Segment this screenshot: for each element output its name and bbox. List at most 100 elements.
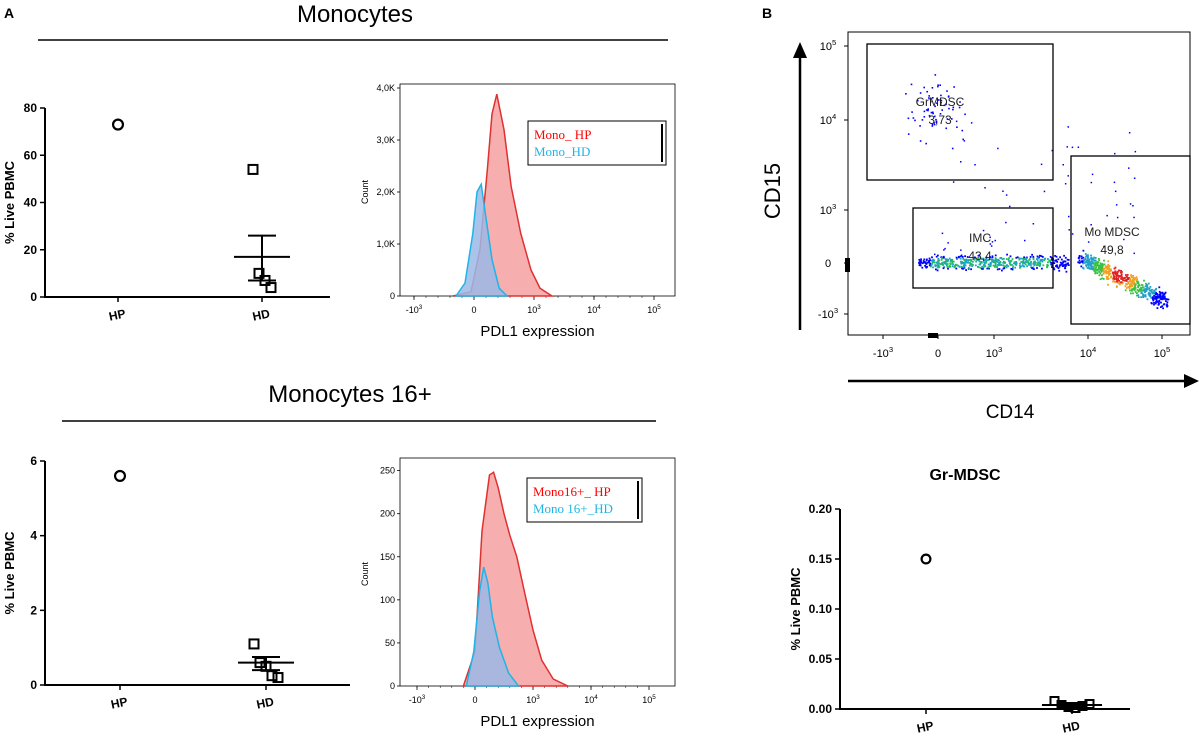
event-dot bbox=[1151, 302, 1153, 305]
event-dot bbox=[1064, 183, 1067, 185]
event-dot bbox=[1036, 259, 1039, 262]
event-dot bbox=[994, 263, 997, 265]
event-dot bbox=[1158, 286, 1161, 289]
event-dot bbox=[1132, 283, 1135, 285]
event-dot bbox=[1030, 264, 1032, 266]
event-dot bbox=[934, 74, 937, 76]
event-dot bbox=[1102, 273, 1105, 275]
event-dot bbox=[1097, 266, 1100, 269]
event-dot bbox=[1146, 287, 1149, 289]
event-dot bbox=[977, 259, 980, 261]
event-dot bbox=[949, 259, 952, 261]
y-tick-label: 80 bbox=[24, 101, 38, 115]
event-dot bbox=[1159, 292, 1162, 294]
event-dot bbox=[925, 142, 927, 145]
event-dot bbox=[1067, 175, 1069, 177]
gate-label: IMC bbox=[969, 231, 991, 245]
event-dot bbox=[927, 109, 929, 112]
y-axis-title: Count bbox=[360, 562, 370, 587]
event-dot bbox=[994, 266, 996, 268]
event-dot bbox=[977, 257, 980, 259]
event-dot bbox=[923, 258, 926, 261]
event-dot bbox=[1036, 258, 1038, 260]
event-dot bbox=[1095, 269, 1098, 272]
x-tick-label: 105 bbox=[647, 304, 661, 315]
event-dot bbox=[1152, 292, 1154, 295]
event-dot bbox=[1144, 290, 1147, 293]
event-dot bbox=[956, 126, 958, 128]
event-dot bbox=[1019, 257, 1021, 260]
event-dot bbox=[1155, 293, 1157, 296]
event-dot bbox=[1137, 294, 1140, 297]
event-dot bbox=[997, 147, 999, 150]
x-tick-label: -103 bbox=[409, 694, 426, 705]
event-dot bbox=[1130, 276, 1133, 278]
event-dot bbox=[947, 242, 949, 244]
event-dot bbox=[1136, 279, 1138, 282]
event-dot bbox=[1019, 266, 1021, 269]
event-dot bbox=[940, 101, 942, 104]
event-dot bbox=[1096, 264, 1098, 267]
event-dot bbox=[951, 147, 954, 150]
event-dot bbox=[1047, 261, 1049, 264]
event-dot bbox=[1009, 264, 1012, 266]
event-dot bbox=[992, 261, 995, 264]
event-dot bbox=[942, 267, 945, 270]
event-dot bbox=[1058, 269, 1061, 272]
event-dot bbox=[1134, 150, 1137, 153]
event-dot bbox=[1100, 268, 1103, 271]
event-dot bbox=[1080, 265, 1083, 268]
event-dot bbox=[932, 112, 934, 115]
event-dot bbox=[1117, 270, 1119, 273]
hd-data-point bbox=[247, 163, 259, 175]
event-dot bbox=[931, 262, 933, 265]
event-dot bbox=[1093, 265, 1095, 268]
x-tick-label: 103 bbox=[527, 304, 541, 315]
event-dot bbox=[946, 264, 948, 267]
event-dot bbox=[920, 258, 922, 261]
event-dot bbox=[941, 109, 943, 111]
event-dot bbox=[1149, 295, 1152, 298]
y-tick-label: 0.20 bbox=[809, 502, 833, 516]
event-dot bbox=[1142, 293, 1144, 296]
event-dot bbox=[1008, 257, 1010, 259]
event-dot bbox=[978, 260, 981, 263]
event-dot bbox=[1163, 295, 1166, 298]
event-dot bbox=[965, 269, 967, 271]
event-dot bbox=[1067, 259, 1070, 261]
event-dot bbox=[1164, 300, 1167, 302]
event-dot bbox=[1148, 294, 1151, 297]
y-tick-label: 3,0K bbox=[376, 135, 395, 145]
event-dot bbox=[1095, 261, 1098, 264]
event-dot bbox=[1133, 288, 1136, 291]
event-dot bbox=[1030, 266, 1032, 269]
x-tick-label: 104 bbox=[587, 304, 601, 315]
event-dot bbox=[943, 266, 946, 268]
event-dot bbox=[1112, 272, 1114, 275]
legend: Mono16+_ HP Mono 16+_HD bbox=[526, 477, 643, 523]
event-dot bbox=[1104, 265, 1107, 268]
event-dot bbox=[972, 264, 974, 266]
event-dot bbox=[1077, 146, 1080, 148]
x-axis-title: PDL1 expression bbox=[480, 323, 594, 340]
event-dot bbox=[1053, 262, 1056, 264]
event-dot bbox=[1121, 276, 1123, 279]
monocytes16-title: Monocytes 16+ bbox=[268, 381, 431, 408]
event-dot bbox=[1137, 286, 1139, 289]
event-dot bbox=[1106, 265, 1109, 268]
event-dot bbox=[951, 262, 954, 264]
event-dot bbox=[961, 262, 964, 264]
event-dot bbox=[1158, 290, 1161, 293]
event-dot bbox=[1116, 272, 1119, 275]
event-dot bbox=[925, 109, 928, 111]
event-dot bbox=[1130, 285, 1132, 288]
event-dot bbox=[1140, 296, 1142, 299]
event-dot bbox=[1026, 260, 1029, 263]
event-dot bbox=[1107, 277, 1110, 280]
event-dot bbox=[1022, 257, 1025, 260]
event-dot bbox=[944, 261, 947, 263]
event-dot bbox=[987, 263, 990, 266]
event-dot bbox=[964, 113, 966, 116]
event-dot bbox=[954, 265, 957, 267]
event-dot bbox=[957, 264, 959, 267]
